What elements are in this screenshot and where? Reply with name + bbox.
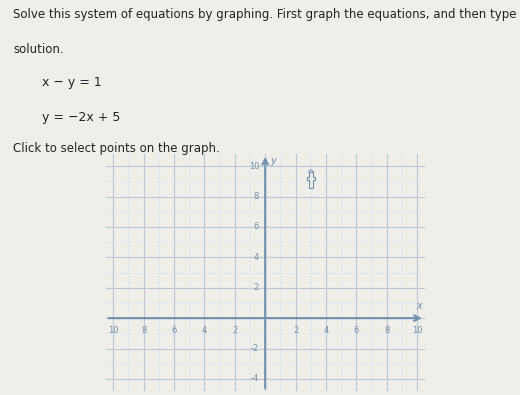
Text: x: x: [416, 301, 422, 310]
Text: 4: 4: [254, 253, 259, 262]
Text: 6: 6: [254, 222, 259, 231]
Text: 8: 8: [254, 192, 259, 201]
Text: 6: 6: [354, 326, 359, 335]
Text: 2: 2: [254, 283, 259, 292]
Text: 8: 8: [384, 326, 389, 335]
Text: Click to select points on the graph.: Click to select points on the graph.: [13, 142, 220, 155]
Text: 2: 2: [232, 326, 238, 335]
Text: 8: 8: [141, 326, 146, 335]
Text: 10: 10: [108, 326, 119, 335]
Text: x − y = 1: x − y = 1: [42, 76, 101, 89]
Text: 4: 4: [323, 326, 329, 335]
Text: 10: 10: [412, 326, 422, 335]
Text: 2: 2: [293, 326, 298, 335]
Text: Solve this system of equations by graphing. First graph the equations, and then : Solve this system of equations by graphi…: [13, 8, 520, 21]
Text: y = −2x + 5: y = −2x + 5: [42, 111, 120, 124]
Text: -2: -2: [251, 344, 259, 353]
Text: 4: 4: [202, 326, 207, 335]
Text: -4: -4: [251, 374, 259, 384]
Text: 10: 10: [249, 162, 259, 171]
Text: 6: 6: [172, 326, 177, 335]
Text: solution.: solution.: [13, 43, 63, 56]
Text: y: y: [270, 156, 276, 166]
